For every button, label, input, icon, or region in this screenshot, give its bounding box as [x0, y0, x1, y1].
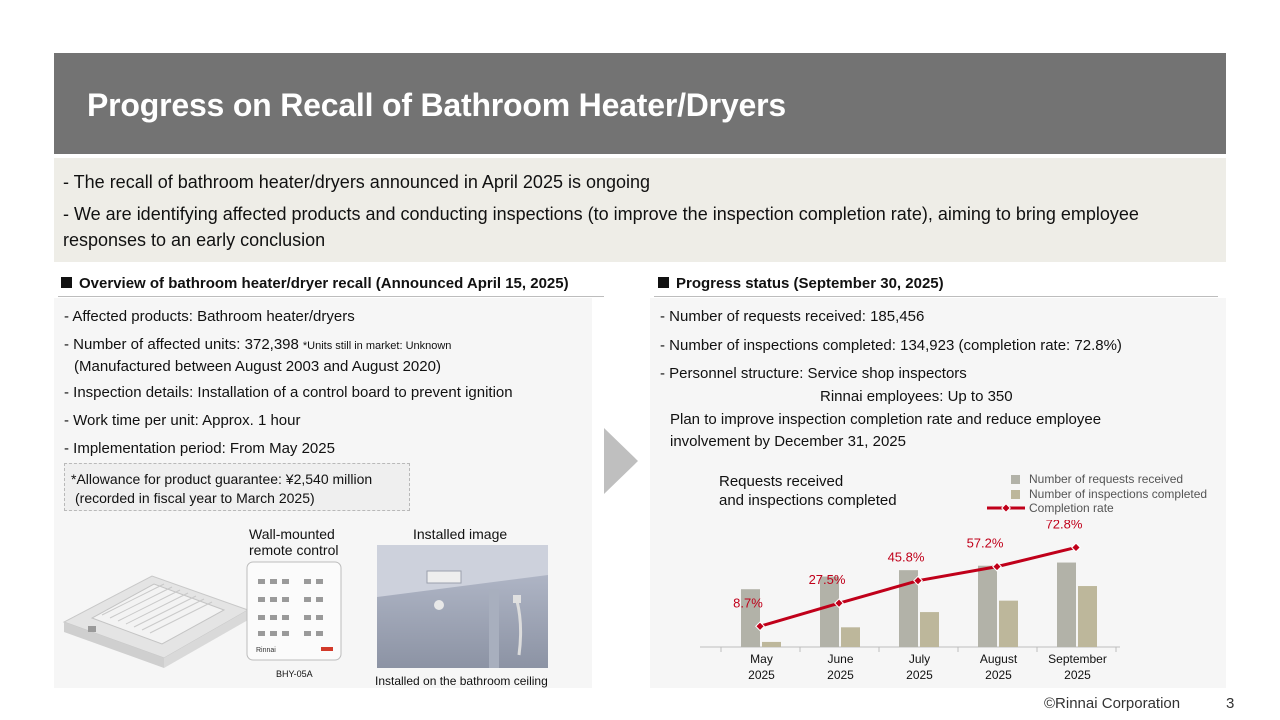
bar-inspections — [762, 641, 781, 647]
x-tick-label: 2025 — [748, 668, 775, 682]
completion-rate-point — [992, 561, 1002, 572]
intro-line-2: - We are identifying affected products a… — [63, 204, 1139, 250]
progress-heading: Progress status (September 30, 2025) — [658, 275, 944, 292]
implementation-period: - Implementation period: From May 2025 — [64, 440, 335, 457]
square-bullet-icon — [658, 277, 669, 288]
allowance-line-2: (recorded in fiscal year to March 2025) — [75, 490, 315, 506]
allowance-box: *Allowance for product guarantee: ¥2,540… — [64, 463, 410, 511]
x-tick-label: June — [827, 652, 853, 666]
x-tick-label: September — [1048, 652, 1107, 666]
page-title: Progress on Recall of Bathroom Heater/Dr… — [87, 87, 786, 123]
chevron-right-icon — [604, 428, 638, 494]
personnel-line-2: Rinnai employees: Up to 350 — [820, 388, 1013, 405]
remote-label-1: Wall-mounted — [249, 526, 335, 542]
x-tick-label: 2025 — [827, 668, 854, 682]
chart-title-line-1: Requests received — [719, 473, 844, 490]
remote-brand: Rinnai — [256, 647, 276, 654]
chart-title-line-2: and inspections completed — [719, 492, 897, 509]
x-tick-label: May — [750, 652, 773, 666]
x-tick-label: 2025 — [906, 668, 933, 682]
legend-inspections: Number of inspections completed — [1011, 487, 1207, 501]
remote-control-image: Rinnai — [246, 561, 342, 661]
installed-caption: Installed on the bathroom ceiling — [375, 674, 548, 688]
completion-rate-point — [834, 598, 844, 609]
intro-box: - The recall of bathroom heater/dryers a… — [54, 158, 1226, 262]
bar-requests — [978, 565, 997, 647]
intro-line-1: - The recall of bathroom heater/dryers a… — [63, 172, 651, 192]
completion-rate-point — [755, 621, 765, 632]
legend-line-icon — [987, 503, 1025, 513]
x-tick-label: 2025 — [985, 668, 1012, 682]
bar-requests — [899, 570, 918, 647]
units-note: *Units still in market: Unknown — [302, 340, 452, 352]
completion-rate-point — [913, 575, 923, 586]
remote-label-2: remote control — [249, 542, 339, 558]
manufactured-period: (Manufactured between August 2003 and Au… — [74, 358, 441, 375]
square-bullet-icon — [61, 277, 72, 288]
plan-line-2: involvement by December 31, 2025 — [670, 433, 906, 450]
work-time: - Work time per unit: Approx. 1 hour — [64, 412, 301, 429]
personnel-line-1: - Personnel structure: Service shop insp… — [660, 365, 967, 382]
plan-line-1: Plan to improve inspection completion ra… — [670, 411, 1102, 428]
progress-rule — [654, 296, 1218, 297]
completion-rate-label: 72.8% — [1046, 520, 1083, 531]
affected-units: - Number of affected units: 372,398 *Unit… — [64, 336, 452, 353]
inspection-details: - Inspection details: Installation of a … — [64, 384, 513, 401]
completion-rate-label: 8.7% — [733, 595, 763, 610]
inspections-completed: - Number of inspections completed: 134,9… — [660, 337, 1122, 354]
footer-copyright: ©Rinnai Corporation — [1044, 695, 1181, 712]
completion-rate-label: 57.2% — [967, 536, 1004, 551]
allowance-line-1: *Allowance for product guarantee: ¥2,540… — [71, 471, 373, 487]
bar-inspections — [999, 600, 1018, 647]
legend-requests: Number of requests received — [1011, 472, 1183, 486]
overview-rule — [58, 296, 604, 297]
requests-received: - Number of requests received: 185,456 — [660, 308, 925, 325]
overview-heading: Overview of bathroom heater/dryer recall… — [61, 275, 569, 292]
installed-label: Installed image — [413, 526, 508, 542]
bar-requests — [820, 576, 839, 647]
progress-chart: May 2025 June 2025 July 2025 August 2025 Septemb… — [700, 520, 1120, 682]
x-tick-label: July — [909, 652, 930, 666]
completion-rate-label: 27.5% — [809, 572, 846, 587]
legend-swatch-inspections — [1011, 490, 1020, 499]
page-number: 3 — [1226, 695, 1235, 712]
affected-products: - Affected products: Bathroom heater/dry… — [64, 308, 355, 325]
x-tick-label: 2025 — [1064, 668, 1091, 682]
title-bar: Progress on Recall of Bathroom Heater/Dr… — [54, 53, 1226, 154]
bar-requests — [1057, 562, 1076, 647]
bar-inspections — [841, 627, 860, 647]
bar-requests — [741, 589, 760, 647]
legend-completion-rate: Completion rate — [987, 501, 1114, 515]
legend-swatch-requests — [1011, 475, 1020, 484]
completion-rate-label: 45.8% — [888, 550, 925, 565]
bar-inspections — [920, 612, 939, 647]
remote-model: BHY-05A — [276, 669, 313, 679]
x-tick-label: August — [980, 652, 1018, 666]
heater-unit-image — [62, 575, 250, 668]
installed-photo — [377, 545, 548, 668]
completion-rate-point — [1071, 542, 1081, 553]
bar-inspections — [1078, 586, 1097, 647]
